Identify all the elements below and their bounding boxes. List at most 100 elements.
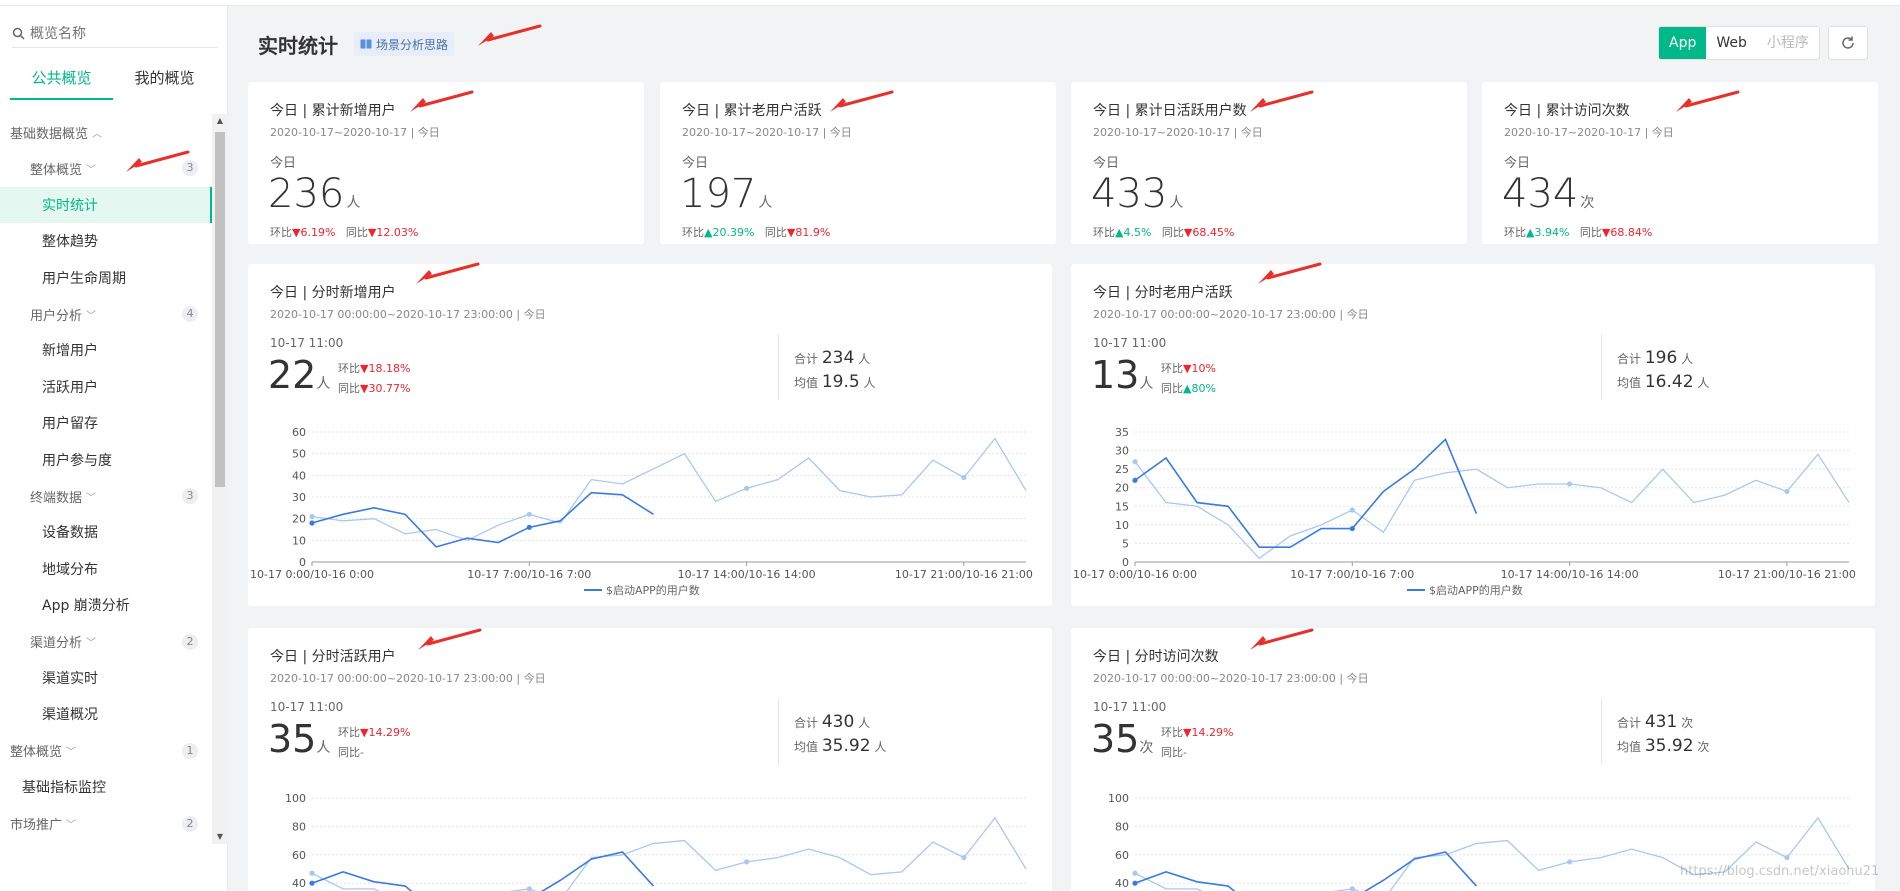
x-tick-label: 10-17 0:00/10-16 0:00: [250, 568, 374, 581]
sidebar: 公共概览 我的概览 基础数据概览︿整体概览﹀3实时统计整体趋势用户生命周期用户分…: [0, 6, 228, 891]
sidebar-item-channel[interactable]: 渠道分析 ﹀ 2: [0, 624, 212, 660]
annotation-arrow-icon: [418, 628, 482, 650]
sum-unit: 人: [858, 716, 871, 730]
sidebar-item-label: App 崩溃分析: [42, 598, 130, 615]
sidebar-scrollbar[interactable]: ▲ ▼: [212, 114, 228, 844]
search-input[interactable]: [30, 25, 210, 42]
sidebar-item-terminal[interactable]: 终端数据 ﹀ 3: [0, 478, 212, 514]
comparison: 环比▲20.39% 同比▼81.9%: [682, 224, 830, 240]
y-tick-label: 50: [292, 448, 306, 461]
sidebar-item-marketing[interactable]: 市场推广 ﹀ 2: [0, 806, 212, 839]
platform-web[interactable]: Web: [1716, 35, 1747, 51]
sidebar-item-active-users[interactable]: 活跃用户: [0, 369, 212, 405]
data-point: [1132, 459, 1138, 465]
selected-unit: 人: [1139, 376, 1154, 392]
tong-value: 12.03%: [376, 226, 419, 239]
scroll-thumb[interactable]: [215, 132, 225, 487]
sum-label: 合计: [1617, 352, 1642, 366]
tong-row: 同比▲80%: [1161, 380, 1216, 396]
card-title: 今日 | 累计访问次数: [1504, 103, 1630, 119]
tab-public-overview[interactable]: 公共概览: [10, 58, 113, 100]
count-badge: 2: [182, 633, 198, 650]
tong-row: 同比-: [1161, 744, 1187, 760]
sidebar-item-trend[interactable]: 整体趋势: [0, 223, 212, 259]
avg-label: 均值: [1617, 740, 1642, 754]
comparison: 环比▼6.19% 同比▼12.03%: [270, 224, 418, 240]
search-box[interactable]: [12, 20, 218, 48]
value-number: 197: [680, 171, 757, 217]
scene-analysis-label: 场景分析思路: [376, 37, 449, 52]
card-title: 今日 | 累计日活跃用户数: [1093, 103, 1247, 119]
tong-value: -: [1183, 746, 1187, 759]
sidebar-item-basic-data[interactable]: 基础数据概览 ︿: [0, 114, 212, 150]
series-line-10-16: [1134, 453, 1850, 560]
platform-app[interactable]: App: [1659, 27, 1707, 59]
sidebar-item-metric-monitor[interactable]: 基础指标监控: [0, 769, 212, 805]
chevron-down-icon: ﹀: [86, 492, 97, 504]
value-number: 236: [268, 171, 345, 217]
sidebar-item-region[interactable]: 地域分布: [0, 551, 212, 587]
tong-label: 同比: [1161, 226, 1184, 239]
sidebar-item-channel-overview[interactable]: 渠道概况: [0, 696, 212, 732]
legend-label: $启动APP的用户数: [1429, 583, 1523, 597]
x-tick-label: 10-17 14:00/10-16 14:00: [678, 568, 816, 581]
tong-value: 81.9%: [795, 226, 831, 239]
sidebar-item-new-users[interactable]: 新增用户: [0, 332, 212, 368]
sidebar-item-label: 用户参与度: [42, 452, 112, 469]
scroll-down-arrow-icon[interactable]: ▼: [216, 832, 224, 841]
chevron-down-icon: ﹀: [86, 164, 97, 176]
sidebar-item-channel-realtime[interactable]: 渠道实时: [0, 660, 212, 696]
y-tick-label: 20: [292, 513, 306, 526]
avg-row: 均值 35.92 人: [794, 736, 886, 756]
line-chart: 40 60 80 100: [1108, 792, 1850, 891]
chart-date-range: 2020-10-17 00:00:00~2020-10-17 23:00:00 …: [270, 308, 546, 321]
tong-label: 同比: [338, 382, 360, 395]
data-point: [1567, 859, 1573, 865]
arrow-down-icon: ▼: [786, 226, 796, 239]
scroll-up-arrow-icon[interactable]: ▲: [216, 116, 224, 125]
avg-unit: 人: [1697, 376, 1710, 390]
huan-label: 环比: [1504, 226, 1526, 239]
avg-label: 均值: [794, 740, 819, 754]
line-chart: 0 5 10 15 20 25 30 35 10-17 0:00/10-16 0:00 10-17…: [1073, 426, 1856, 597]
card-today-label: 今日: [1504, 156, 1531, 171]
card-title: 今日 | 累计新增用户: [270, 103, 396, 119]
selected-unit: 人: [316, 376, 331, 392]
sidebar-item-label: 整体概览: [10, 745, 63, 761]
tab-my-overview[interactable]: 我的概览: [134, 69, 195, 87]
sidebar-item-retention[interactable]: 用户留存: [0, 405, 212, 441]
count-badge: 2: [182, 815, 198, 832]
y-tick-label: 0: [299, 556, 306, 569]
avg-unit: 次: [1697, 740, 1710, 754]
y-tick-label: 60: [292, 849, 306, 862]
sidebar-item-lifecycle[interactable]: 用户生命周期: [0, 260, 212, 296]
sidebar-item-overall[interactable]: 整体概览 ﹀ 3: [0, 150, 212, 186]
scene-analysis-button[interactable]: 场景分析思路: [354, 32, 455, 56]
annotation-arrow-icon: [1250, 628, 1314, 650]
arrow-down-icon: ▼: [367, 226, 377, 239]
sidebar-item-engagement[interactable]: 用户参与度: [0, 442, 212, 478]
arrow-down-icon: ▼: [1183, 726, 1192, 739]
avg-value: 35.92: [1644, 736, 1694, 756]
sidebar-item-device[interactable]: 设备数据: [0, 514, 212, 550]
arrow-down-icon: ▼: [360, 726, 369, 739]
selected-time: 10-17 11:00: [1093, 700, 1167, 714]
sidebar-item-realtime[interactable]: 实时统计: [0, 186, 212, 223]
huan-value: 3.94%: [1534, 226, 1570, 239]
arrow-down-icon: ▼: [1183, 226, 1193, 239]
sidebar-item-overall-2[interactable]: 整体概览 ﹀ 1: [0, 733, 212, 769]
data-point: [1349, 525, 1355, 532]
sum-row: 合计 234 人: [794, 348, 870, 368]
tong-value: 68.84%: [1610, 226, 1653, 239]
tong-label: 同比: [338, 746, 360, 759]
y-tick-label: 10: [292, 534, 306, 547]
x-tick-label: 10-17 21:00/10-16 21:00: [1718, 568, 1856, 581]
card-date-range: 2020-10-17~2020-10-17 | 今日: [1093, 126, 1263, 139]
selected-number: 22: [268, 353, 317, 397]
platform-miniprogram[interactable]: 小程序: [1766, 35, 1809, 51]
sidebar-item-user-analysis[interactable]: 用户分析 ﹀ 4: [0, 296, 212, 332]
sidebar-item-app-crash[interactable]: App 崩溃分析: [0, 587, 212, 623]
tong-label: 同比: [1161, 746, 1183, 759]
refresh-button[interactable]: [1828, 26, 1868, 60]
x-tick-label: 10-17 0:00/10-16 0:00: [1073, 568, 1197, 581]
